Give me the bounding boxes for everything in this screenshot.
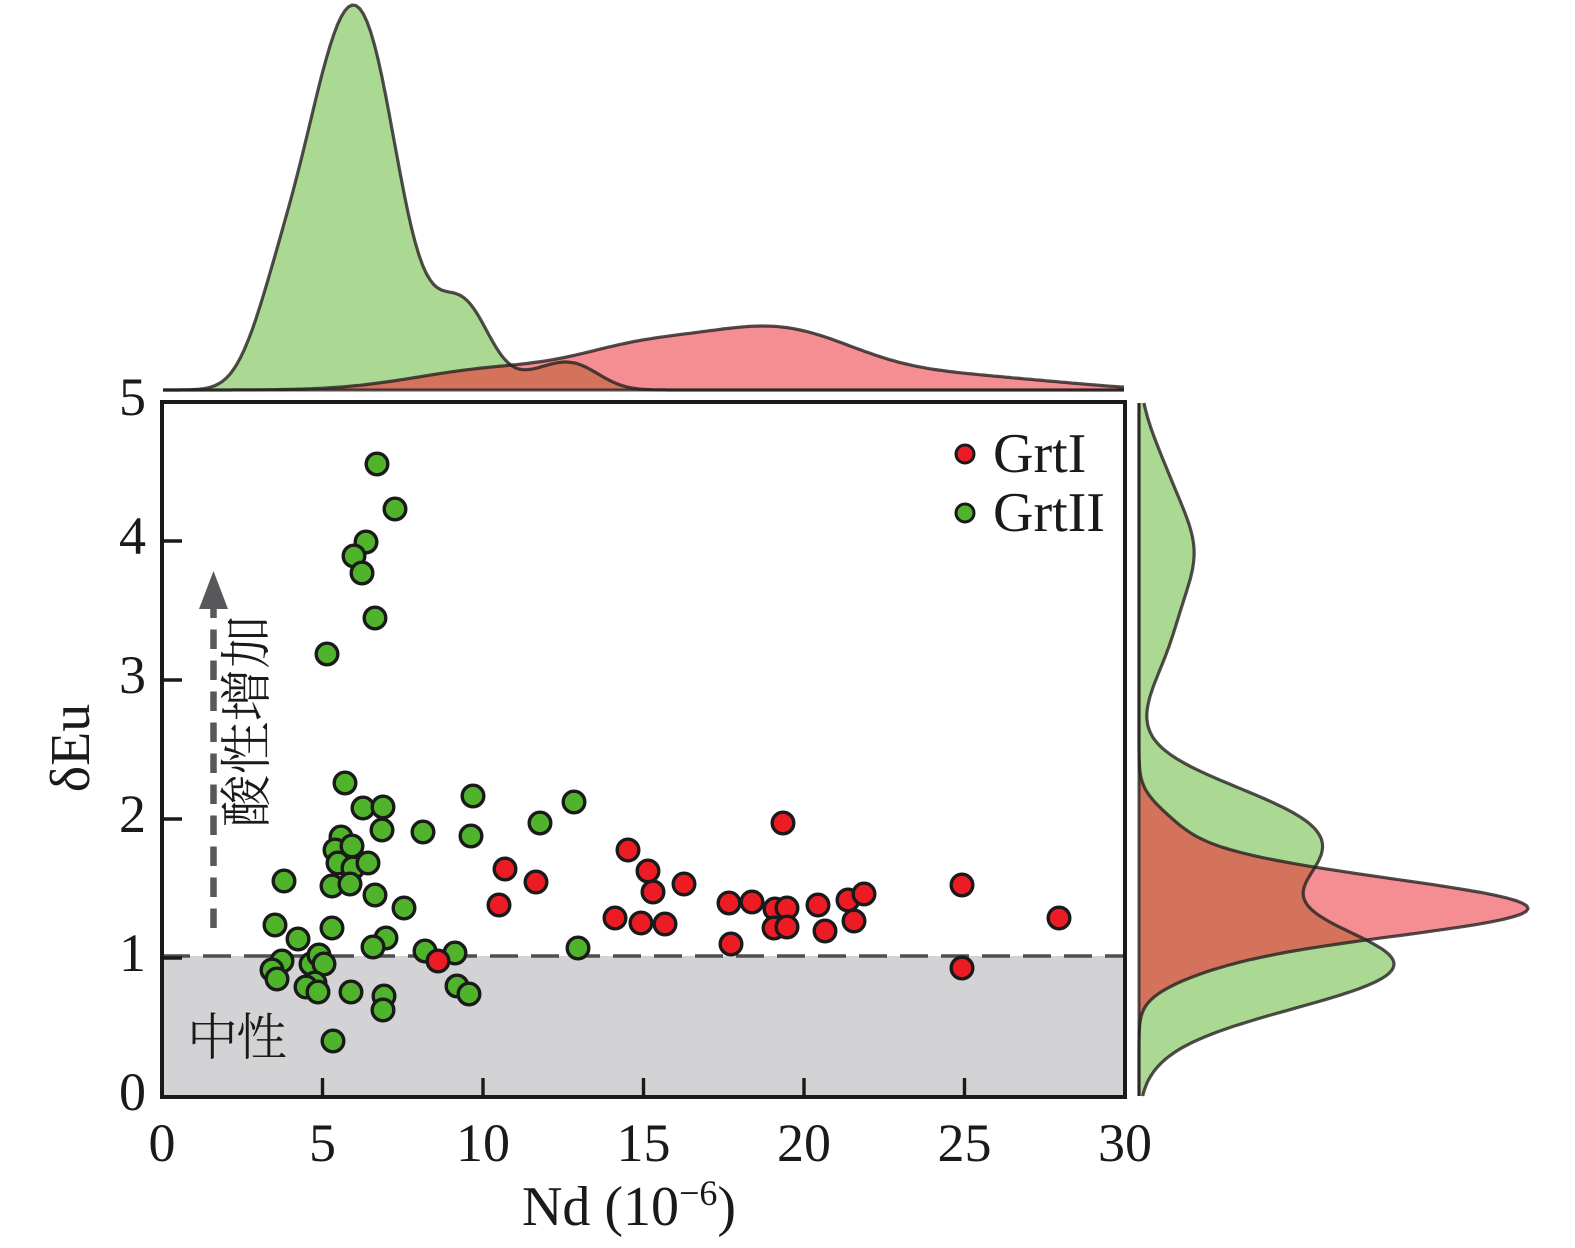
svg-text:1: 1 — [119, 923, 146, 983]
svg-text:5: 5 — [119, 367, 146, 427]
svg-text:20: 20 — [777, 1113, 831, 1173]
svg-text:30: 30 — [1098, 1113, 1152, 1173]
svg-text:2: 2 — [119, 784, 146, 844]
svg-text:δEu: δEu — [40, 704, 102, 793]
svg-text:5: 5 — [309, 1113, 336, 1173]
svg-text:0: 0 — [119, 1062, 146, 1122]
svg-text:10: 10 — [456, 1113, 510, 1173]
svg-text:GrtI: GrtI — [993, 423, 1086, 485]
svg-text:0: 0 — [149, 1113, 176, 1173]
svg-text:3: 3 — [119, 645, 146, 705]
svg-text:Nd (10−6): Nd (10−6) — [522, 1173, 736, 1238]
svg-text:4: 4 — [119, 506, 146, 566]
svg-text:25: 25 — [938, 1113, 992, 1173]
svg-text:GrtII: GrtII — [993, 482, 1105, 544]
svg-text:15: 15 — [617, 1113, 671, 1173]
